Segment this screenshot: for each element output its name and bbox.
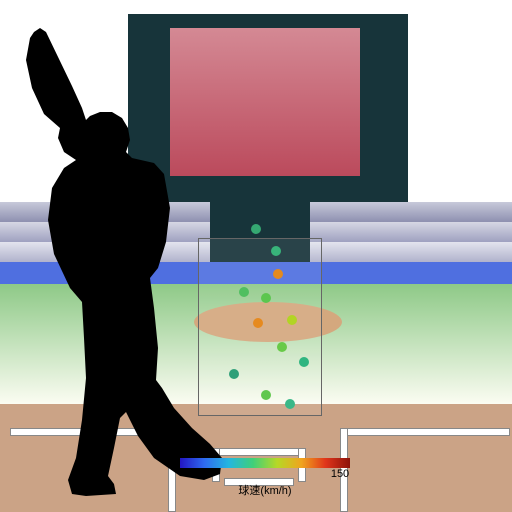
pitch-marker — [271, 246, 281, 256]
batter-silhouette — [4, 28, 224, 498]
chalk-line — [340, 428, 510, 436]
colorbar-tick: 150 — [331, 468, 349, 480]
pitch-marker — [299, 357, 309, 367]
pitch-marker — [229, 369, 239, 379]
pitch-marker — [261, 390, 271, 400]
colorbar-gradient — [180, 458, 350, 468]
pitch-marker — [273, 269, 283, 279]
colorbar: 100 150 球速(km/h) — [180, 458, 350, 498]
chalk-line — [212, 448, 304, 456]
colorbar-tick: 100 — [195, 468, 213, 480]
pitch-marker — [277, 342, 287, 352]
pitch-marker — [251, 224, 261, 234]
pitch-marker — [239, 287, 249, 297]
colorbar-ticks: 100 150 — [180, 468, 350, 482]
pitch-marker — [253, 318, 263, 328]
pitch-marker — [285, 399, 295, 409]
colorbar-axis-label: 球速(km/h) — [180, 482, 350, 498]
pitch-marker — [261, 293, 271, 303]
pitch-marker — [287, 315, 297, 325]
